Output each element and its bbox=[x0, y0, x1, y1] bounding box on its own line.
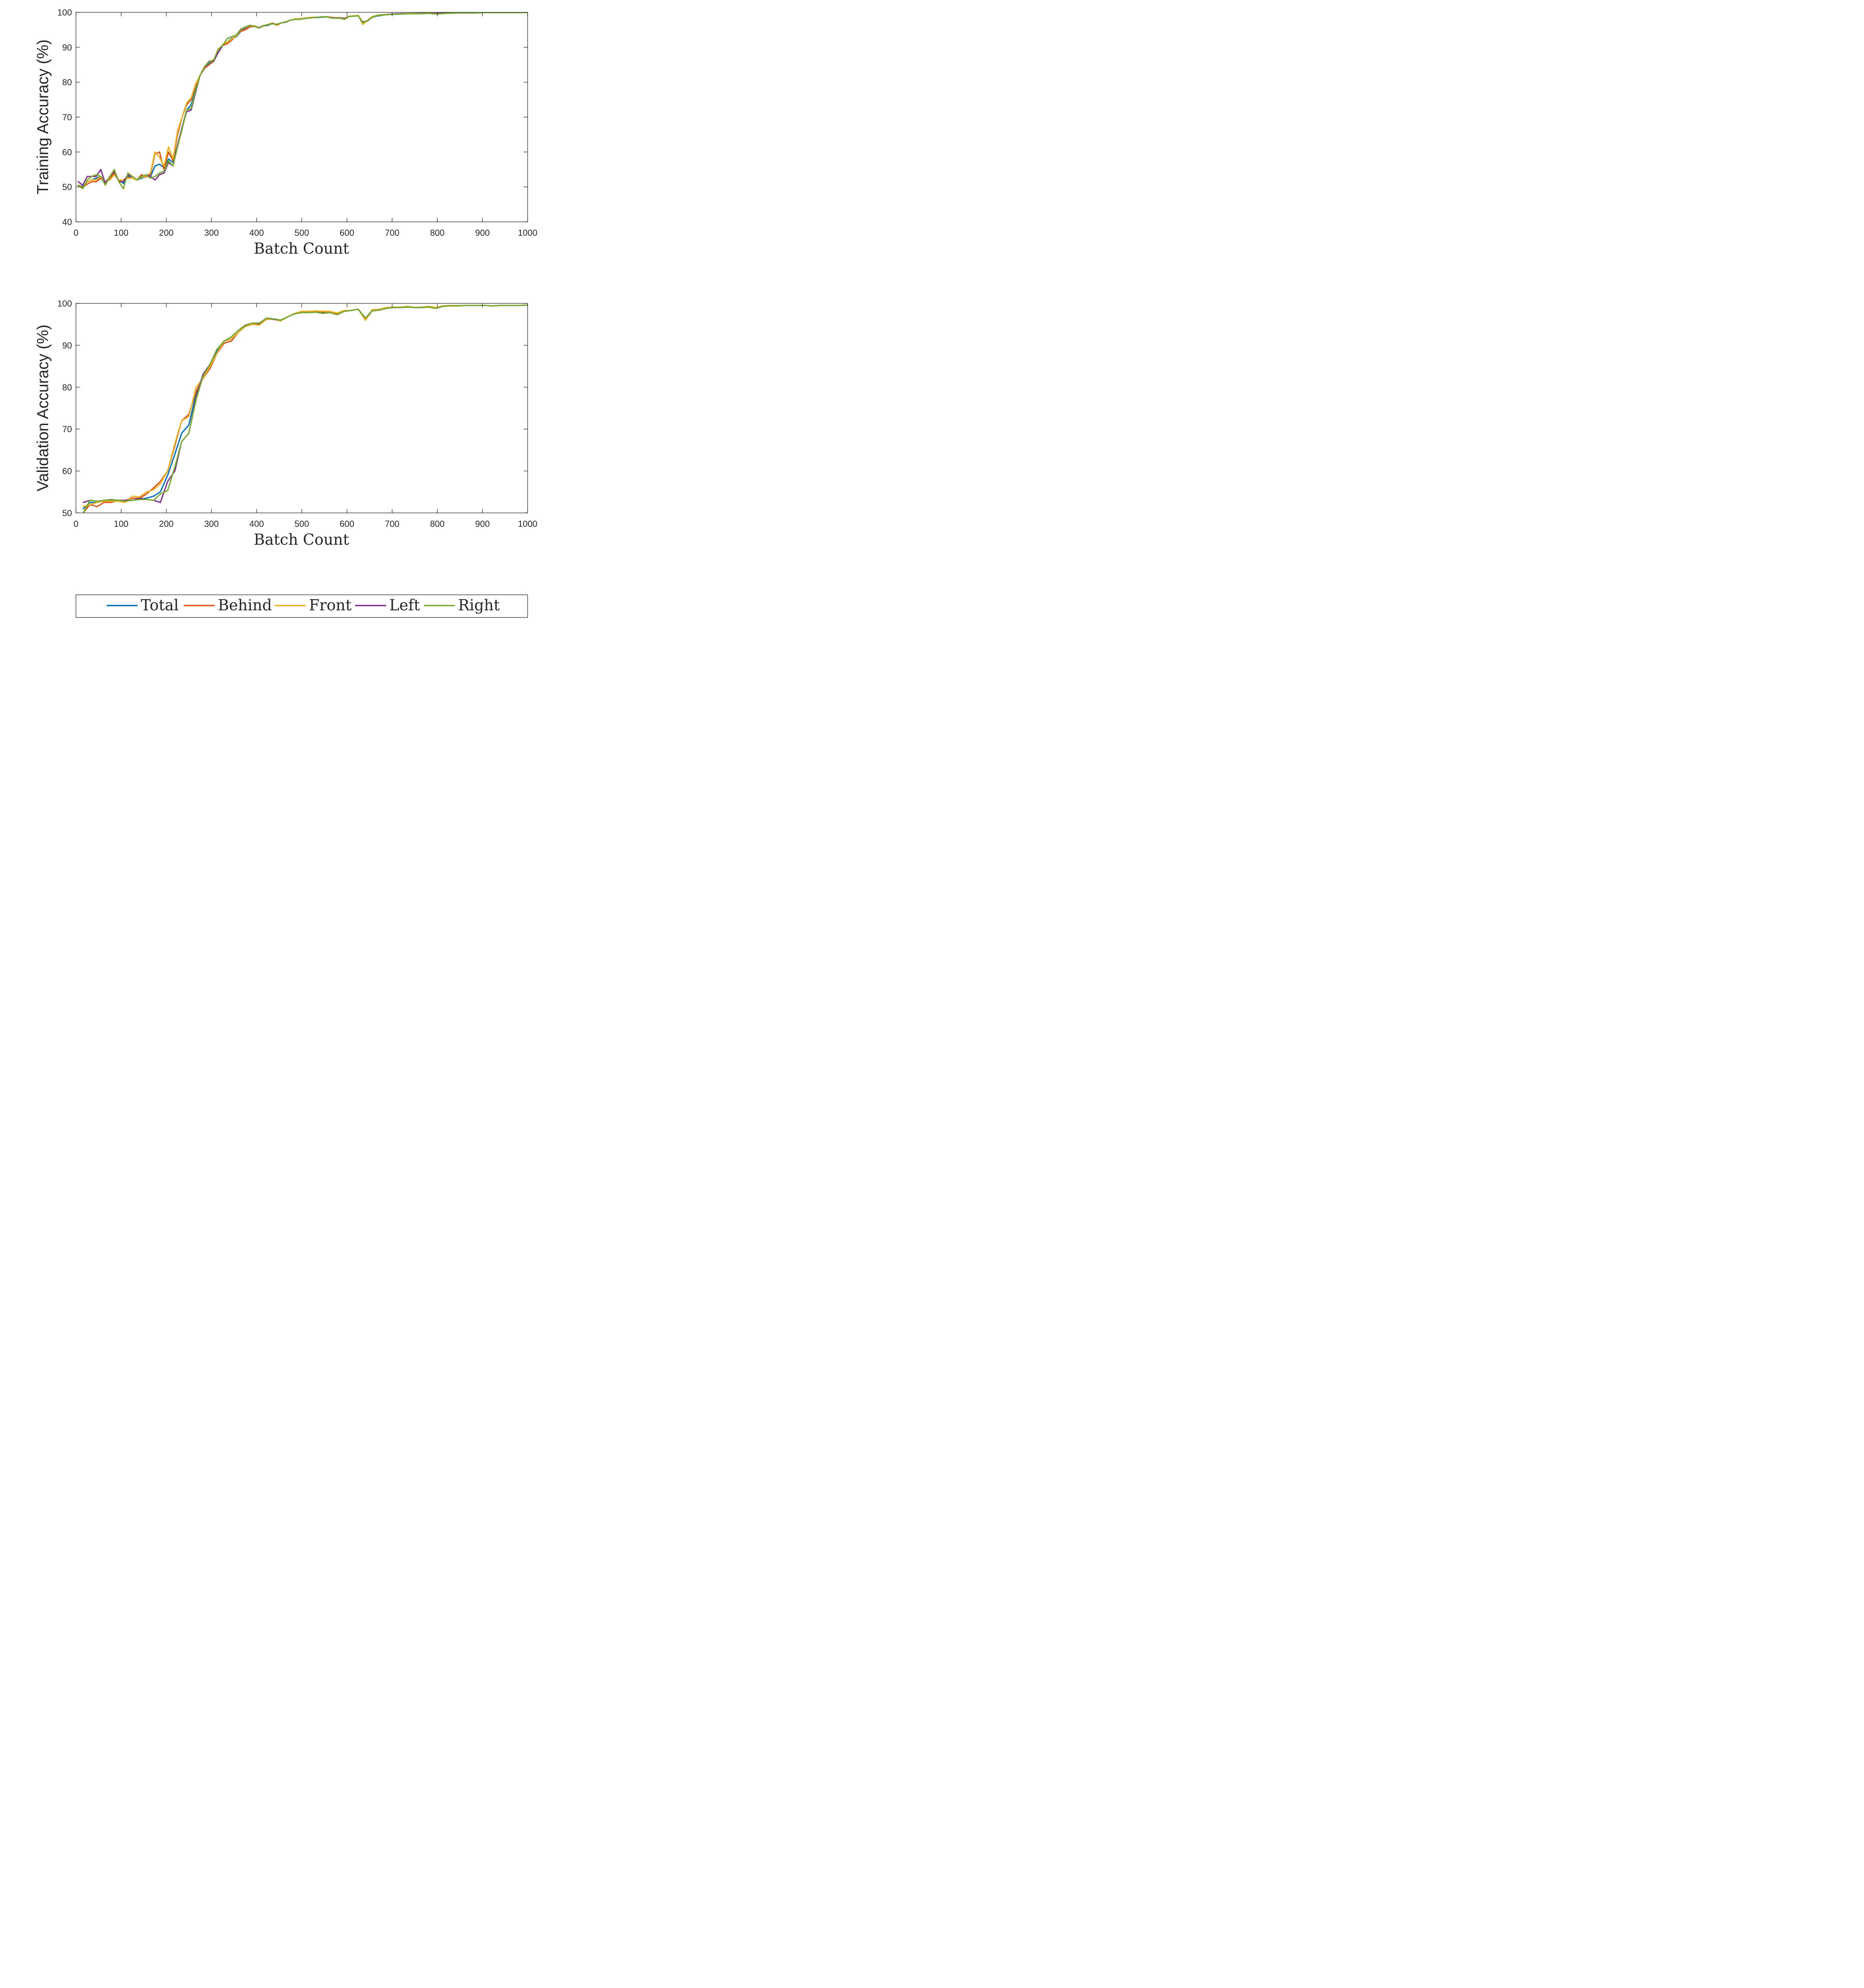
y-tick-label: 100 bbox=[57, 299, 72, 309]
y-tick-label: 80 bbox=[62, 78, 72, 87]
x-tick-label: 300 bbox=[204, 519, 219, 529]
training-accuracy-plot: Training Accuracy (%) Batch Count 0 100 20… bbox=[34, 8, 537, 257]
series-line-left bbox=[82, 304, 528, 503]
x-tick-label: 500 bbox=[295, 519, 309, 529]
series-line-left bbox=[78, 12, 528, 186]
series-line-right bbox=[78, 12, 528, 190]
legend-item-total: Total bbox=[107, 596, 179, 614]
x-tick-label: 600 bbox=[340, 519, 354, 529]
series-line-total bbox=[82, 304, 528, 510]
y-tick-label: 100 bbox=[57, 8, 72, 17]
y-tick-label: 60 bbox=[62, 147, 72, 157]
series-line-right bbox=[82, 304, 528, 513]
x-tick-label: 900 bbox=[475, 519, 490, 529]
x-tick-label: 800 bbox=[430, 228, 445, 238]
y-tick-label: 40 bbox=[62, 217, 72, 227]
x-tick-label: 700 bbox=[385, 519, 400, 529]
x-tick-label: 800 bbox=[430, 519, 445, 529]
x-tick-label: 900 bbox=[475, 228, 490, 238]
series-line-behind bbox=[82, 304, 528, 513]
x-tick-label: 600 bbox=[340, 228, 354, 238]
x-tick-label: 100 bbox=[114, 228, 128, 238]
y-tick-label: 70 bbox=[62, 424, 72, 434]
legend-item-front: Front bbox=[275, 596, 351, 614]
legend-item-right: Right bbox=[424, 596, 500, 614]
validation-xlabel: Batch Count bbox=[254, 531, 349, 548]
x-tick-label: 500 bbox=[295, 228, 309, 238]
series-group bbox=[82, 304, 528, 513]
y-tick-label: 50 bbox=[62, 182, 72, 192]
y-tick-label: 70 bbox=[62, 113, 72, 122]
y-tick-label: 60 bbox=[62, 466, 72, 476]
y-tick-label: 50 bbox=[62, 508, 72, 518]
training-xlabel: Batch Count bbox=[254, 240, 349, 257]
series-line-total bbox=[78, 12, 528, 188]
legend-label: Front bbox=[309, 596, 351, 614]
validation-accuracy-plot: Validation Accuracy (%) Batch Count 0 100… bbox=[34, 299, 537, 548]
y-tick-label: 90 bbox=[62, 43, 72, 52]
x-tick-label: 300 bbox=[204, 228, 219, 238]
legend-label: Right bbox=[458, 596, 500, 614]
legend: Total Behind Front Left Right bbox=[76, 594, 528, 618]
series-line-front bbox=[78, 12, 528, 190]
x-tick-label: 200 bbox=[159, 228, 174, 238]
legend-item-left: Left bbox=[355, 596, 420, 614]
x-tick-label: 100 bbox=[114, 519, 128, 529]
y-tick-label: 80 bbox=[62, 382, 72, 392]
x-tick-label: 0 bbox=[74, 228, 78, 238]
plot-area bbox=[76, 12, 528, 222]
legend-label: Left bbox=[389, 596, 420, 614]
legend-label: Total bbox=[141, 596, 179, 614]
x-tick-label: 400 bbox=[249, 228, 264, 238]
training-ylabel: Training Accuracy (%) bbox=[34, 39, 52, 194]
x-tick-label: 400 bbox=[249, 519, 264, 529]
x-tick-label: 1000 bbox=[518, 228, 538, 238]
series-line-front bbox=[82, 304, 528, 507]
x-tick-label: 1000 bbox=[518, 519, 538, 529]
x-tick-label: 200 bbox=[159, 519, 174, 529]
plot-area bbox=[76, 303, 528, 513]
series-group bbox=[78, 12, 528, 190]
validation-ylabel: Validation Accuracy (%) bbox=[34, 324, 52, 491]
legend-label: Behind bbox=[218, 596, 272, 614]
x-tick-label: 0 bbox=[74, 519, 78, 529]
legend-item-behind: Behind bbox=[184, 596, 272, 614]
x-tick-label: 700 bbox=[385, 228, 400, 238]
series-line-behind bbox=[78, 12, 528, 188]
figure: Training Accuracy (%) Batch Count 0 100 20… bbox=[34, 8, 537, 618]
y-tick-label: 90 bbox=[62, 340, 72, 350]
